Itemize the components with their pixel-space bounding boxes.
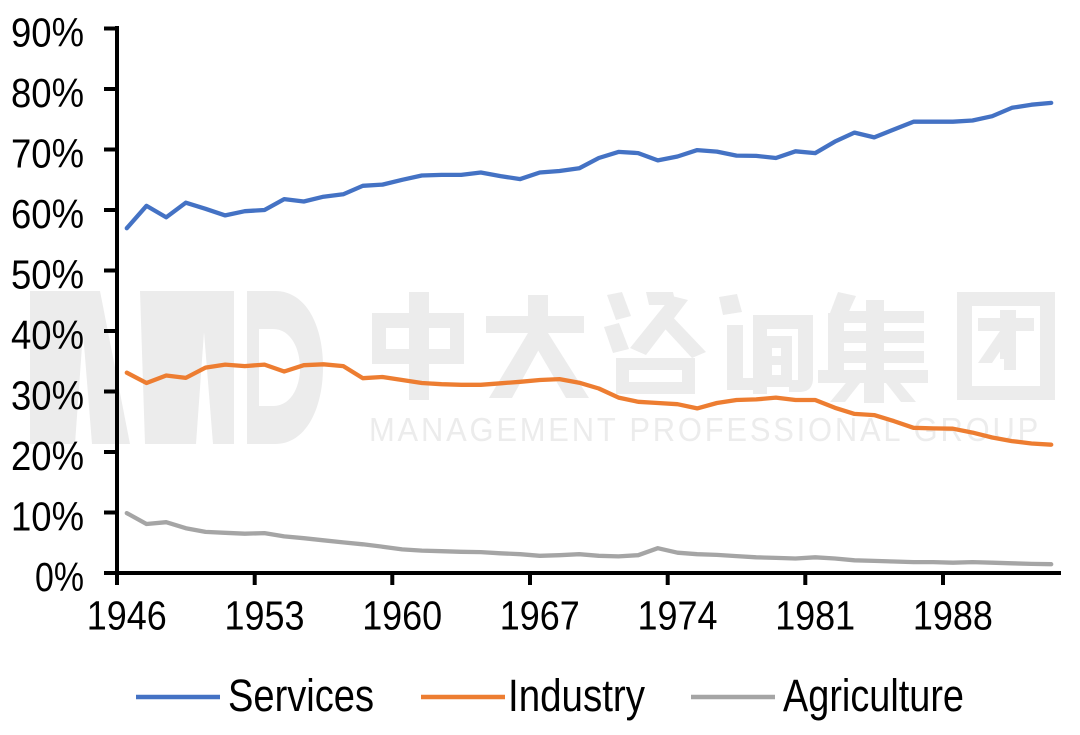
svg-text:1988: 1988 [913,593,993,639]
svg-text:60%: 60% [11,191,84,237]
svg-text:Services: Services [228,670,374,721]
svg-text:70%: 70% [11,131,84,177]
svg-text:40%: 40% [11,312,84,358]
svg-text:80%: 80% [11,70,84,116]
svg-text:Agriculture: Agriculture [783,670,964,721]
svg-text:20%: 20% [11,433,84,479]
svg-text:1946: 1946 [87,593,167,639]
svg-text:10%: 10% [11,494,84,540]
svg-text:0%: 0% [35,554,84,600]
svg-text:30%: 30% [11,373,84,419]
svg-text:1960: 1960 [362,593,442,639]
svg-text:1953: 1953 [225,593,305,639]
svg-text:Industry: Industry [508,670,645,721]
svg-text:50%: 50% [11,252,84,298]
svg-text:1974: 1974 [638,593,718,639]
svg-text:1967: 1967 [500,593,580,639]
svg-text:1981: 1981 [775,593,855,639]
svg-text:90%: 90% [11,10,84,56]
